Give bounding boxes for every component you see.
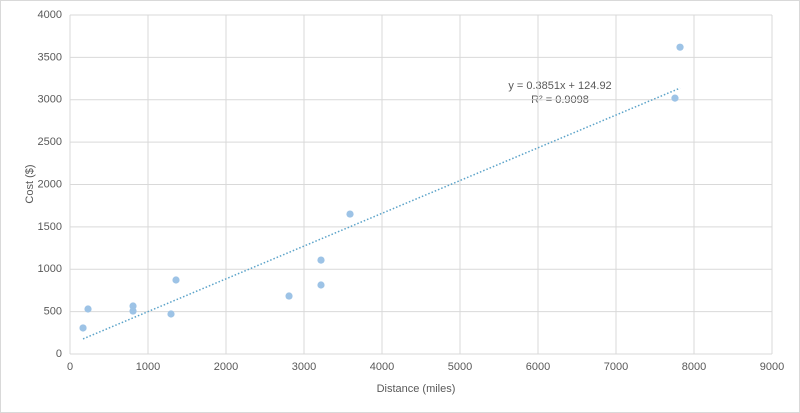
- y-tick-label: 2500: [38, 136, 62, 148]
- x-axis-title: Distance (miles): [377, 383, 456, 395]
- y-axis-title: Cost ($): [24, 164, 36, 203]
- x-tick-label: 4000: [370, 361, 394, 373]
- x-tick-label: 2000: [214, 361, 238, 373]
- x-tick-label: 8000: [682, 361, 706, 373]
- point: [346, 210, 354, 218]
- trendline: [82, 87, 681, 340]
- y-tick-label: 3000: [38, 94, 62, 106]
- x-tick-label: 9000: [760, 361, 784, 373]
- y-tick-label: 500: [44, 306, 62, 318]
- y-tick-label: 2000: [38, 178, 62, 190]
- point: [129, 302, 137, 310]
- point: [167, 310, 175, 318]
- point: [79, 324, 87, 332]
- y-tick-label: 3500: [38, 51, 62, 63]
- point: [317, 281, 325, 289]
- x-tick-label: 7000: [604, 361, 628, 373]
- trendline-equation: y = 0.3851x + 124.92: [508, 80, 611, 92]
- point: [317, 256, 325, 264]
- point: [172, 276, 180, 284]
- point: [676, 43, 684, 51]
- y-tick-label: 4000: [38, 9, 62, 21]
- point: [671, 94, 679, 102]
- x-tick-label: 5000: [448, 361, 472, 373]
- x-tick-label: 1000: [136, 361, 160, 373]
- x-tick-label: 3000: [292, 361, 316, 373]
- y-tick-label: 0: [56, 348, 62, 360]
- point: [84, 305, 92, 313]
- point: [129, 307, 137, 315]
- y-tick-label: 1500: [38, 221, 62, 233]
- point: [285, 292, 293, 300]
- y-tick-label: 1000: [38, 263, 62, 275]
- x-tick-label: 0: [67, 361, 73, 373]
- x-tick-label: 6000: [526, 361, 550, 373]
